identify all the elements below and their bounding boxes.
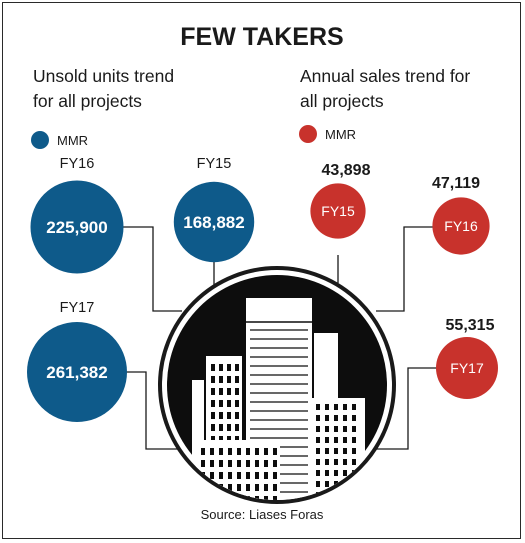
sales-category-label: FY16 [444, 218, 478, 234]
city-skyline-illustration [158, 266, 396, 504]
sales-bubble-fy16: FY16 47,119 [432, 175, 490, 255]
sales-bubble-circle [436, 337, 498, 399]
unsold-bubble-circle [27, 322, 127, 422]
page-title: FEW TAKERS [180, 23, 343, 51]
source-note: Source: Liases Foras [201, 507, 324, 522]
bubbles-layer: 168,882 FY15 225,900 FY16 261,382 FY17 FY15 43,… [27, 156, 498, 422]
unsold-bubble-fy17: 261,382 FY17 [27, 300, 127, 422]
unsold-bubble-circle [173, 181, 255, 263]
sales-bubble-circle [432, 197, 490, 255]
sales-legend-swatch [299, 125, 317, 143]
unsold-panel-title-line-2: for all projects [33, 91, 142, 111]
unsold-category-label: FY17 [60, 300, 95, 316]
sales-category-label: FY15 [321, 203, 355, 219]
sales-legend-label: MMR [325, 127, 356, 142]
unsold-value-label: 225,900 [46, 218, 107, 237]
unsold-bubble-circle [30, 180, 124, 274]
unsold-value-label: 168,882 [183, 213, 244, 232]
sales-bubble-circle [310, 183, 366, 239]
sales-panel-title-line-2: all projects [300, 91, 384, 111]
sales-bubble-fy15: FY15 43,898 [310, 162, 371, 239]
connector-unsold-fy17 [122, 371, 188, 450]
unsold-legend-label: MMR [57, 133, 88, 148]
unsold-panel-title-line-1: Unsold units trend [33, 66, 174, 86]
sales-panel-title-line-1: Annual sales trend for [300, 66, 470, 86]
unsold-legend-swatch [31, 131, 49, 149]
sales-bubble-fy17: FY17 55,315 [436, 317, 498, 399]
unsold-category-label: FY15 [197, 156, 232, 172]
unsold-value-label: 261,382 [46, 363, 107, 382]
connector-sales-fy16 [376, 226, 433, 312]
sales-value-label: 43,898 [322, 162, 371, 179]
sales-value-label: 55,315 [446, 317, 495, 334]
sales-category-label: FY17 [450, 360, 484, 376]
connector-unsold-fy16 [123, 226, 182, 312]
unsold-bubble-fy16: 225,900 FY16 [30, 156, 124, 274]
unsold-bubble-fy15: 168,882 FY15 [173, 156, 255, 263]
sales-value-label: 47,119 [432, 175, 480, 192]
connector-sales-fy17 [365, 367, 437, 450]
unsold-category-label: FY16 [60, 156, 95, 172]
